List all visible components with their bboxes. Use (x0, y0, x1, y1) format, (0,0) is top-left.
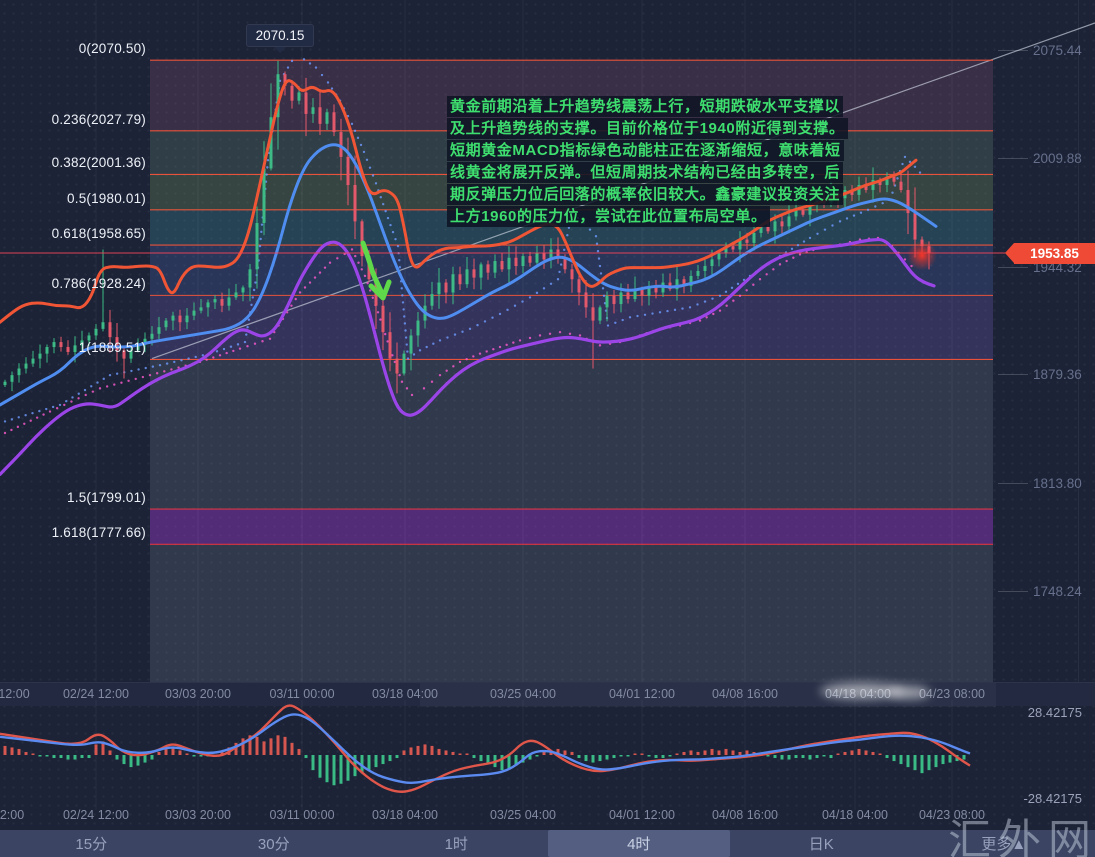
watermark-smudge (888, 686, 930, 699)
time-label: 03/03 20:00 (165, 687, 231, 701)
peak-price-value: 2070.15 (256, 28, 305, 43)
fib-label: 0(2070.50) (0, 41, 146, 56)
timeframe-tab-5[interactable]: 日K (730, 830, 913, 857)
tick-dash-icon (998, 483, 1028, 484)
tick-value: 1748.24 (1033, 584, 1082, 599)
time-label: 03/11 00:00 (269, 687, 334, 701)
fib-label: 0.618(1958.65) (0, 226, 146, 241)
price-axis-tick: 1813.80 (998, 476, 1082, 491)
current-price-value: 1953.85 (1030, 246, 1079, 261)
tick-value: 1879.36 (1033, 367, 1082, 382)
time-label: 03/11 00:00 (269, 808, 334, 822)
tick-value: 1813.80 (1033, 476, 1082, 491)
fib-band (150, 509, 993, 544)
time-label: 03/18 04:00 (372, 808, 438, 822)
tick-dash-icon (998, 374, 1028, 375)
time-label: 12:00 (0, 687, 30, 701)
macd-dif-line (0, 714, 970, 782)
analysis-annotation: 黄金前期沿着上升趋势线震荡上行，短期跌破水平支撑以及上升趋势线的支撑。目前价格位… (447, 96, 848, 228)
peak-price-tooltip: 2070.15 (246, 24, 314, 47)
tick-dash-icon (998, 50, 1028, 51)
fib-label: 0.382(2001.36) (0, 155, 146, 170)
annotation-line: 期反弹压力位后回落的概率依旧较大。鑫豪建议投资关注 (447, 184, 843, 205)
timeframe-tab-2[interactable]: 30分 (183, 830, 366, 857)
fib-label: 0.786(1928.24) (0, 276, 146, 291)
time-label: 03/18 04:00 (372, 687, 438, 701)
fib-label: 1.5(1799.01) (0, 490, 146, 505)
timeframe-tab-4[interactable]: 4时 (548, 830, 731, 857)
timeframe-tab-3[interactable]: 1时 (365, 830, 548, 857)
time-label: 2:00 (0, 808, 24, 822)
annotation-line: 上方1960的压力位，尝试在此位置布局空单。 (447, 206, 770, 227)
timeframe-tab-1[interactable]: 15分 (0, 830, 183, 857)
time-label: 04/01 12:00 (609, 808, 675, 822)
macd-axis-max: 28.42175 (998, 705, 1090, 720)
fib-label: 0.5(1980.01) (0, 191, 146, 206)
macd-dea-line (0, 706, 970, 792)
time-label: 04/18 04:00 (822, 808, 888, 822)
time-axis-macd: 2:00 02/24 12:00 03/03 20:00 03/11 00:00 03/… (0, 804, 1095, 830)
annotation-line: 及上升趋势线的支撑。目前价格位于1940附近得到支撑。 (447, 118, 848, 139)
tick-dash-icon (998, 158, 1028, 159)
tick-value: 2075.44 (1033, 43, 1082, 58)
timeframe-tab-6[interactable]: 更多▲ (913, 830, 1095, 857)
timeframe-tabbar: 15分30分1时4时日K更多▲ (0, 830, 1095, 857)
annotation-line: 短期黄金MACD指标绿色动能柱正在逐渐缩短，意味着短 (447, 140, 844, 161)
macd-panel[interactable] (0, 700, 1095, 810)
fib-label: 1(1889.51) (0, 340, 146, 355)
current-price-badge: 1953.85 (1014, 243, 1095, 264)
fib-band (150, 544, 993, 682)
price-axis-tick: 2009.88 (998, 151, 1082, 166)
time-label: 04/08 16:00 (712, 808, 778, 822)
time-label: 03/25 04:00 (490, 808, 556, 822)
time-label: 03/25 04:00 (490, 687, 556, 701)
tick-value: 2009.88 (1033, 151, 1082, 166)
time-label: 02/24 12:00 (63, 808, 129, 822)
time-label: 02/24 12:00 (63, 687, 129, 701)
tick-dash-icon (998, 267, 1028, 268)
time-label: 04/08 16:00 (712, 687, 778, 701)
fib-label: 0.236(2027.79) (0, 112, 146, 127)
fib-label: 1.618(1777.66) (0, 525, 146, 540)
time-label: 03/03 20:00 (165, 808, 231, 822)
tooltip-pointer-icon (274, 47, 286, 59)
time-label: 04/01 12:00 (609, 687, 675, 701)
last-price-glow (907, 240, 937, 270)
price-axis-tick: 1748.24 (998, 584, 1082, 599)
annotation-line: 黄金前期沿着上升趋势线震荡上行，短期跌破水平支撑以 (447, 96, 843, 117)
tick-dash-icon (998, 591, 1028, 592)
fib-band (150, 359, 993, 509)
price-axis-tick: 2075.44 (998, 43, 1082, 58)
price-axis-tick: 1879.36 (998, 367, 1082, 382)
annotation-line: 线黄金将展开反弹。但短周期技术结构已经由多转空，后 (447, 162, 843, 183)
time-label: 04/23 08:00 (919, 808, 985, 822)
gold-trading-chart-app: 0(2070.50) 0.236(2027.79) 0.382(2001.36) 0.… (0, 0, 1095, 857)
